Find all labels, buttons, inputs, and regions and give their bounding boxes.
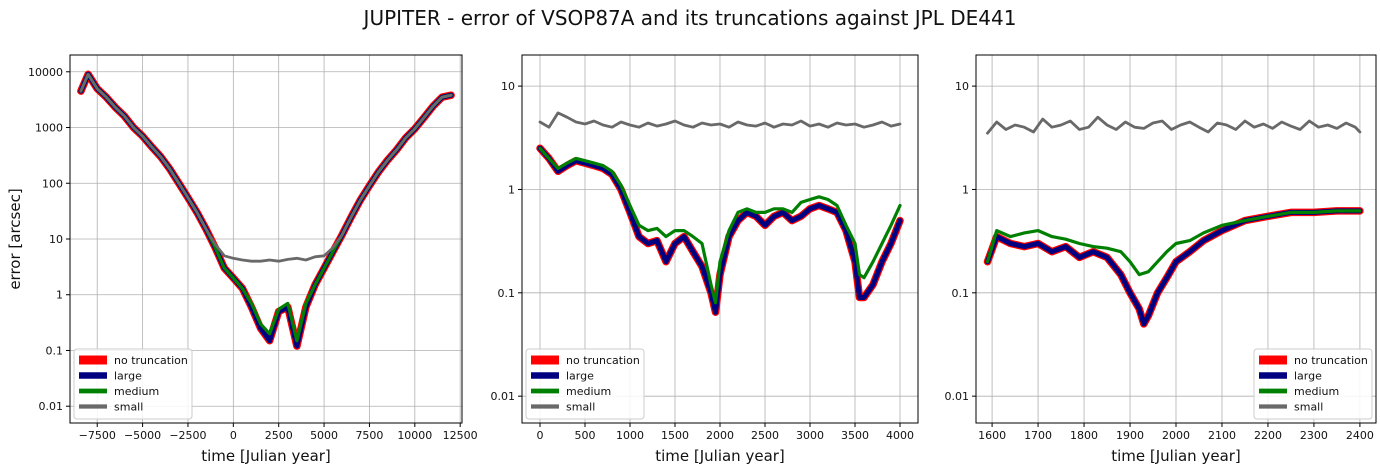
x-axis-label: time [Julian year]	[201, 447, 331, 465]
plot-area	[536, 111, 904, 316]
x-tick-label: 2500	[751, 429, 779, 442]
x-tick-label: 12500	[443, 429, 478, 442]
x-tick-label: 0	[230, 429, 237, 442]
x-tick-label: 2500	[265, 429, 293, 442]
x-tick-label: 2200	[1254, 429, 1282, 442]
legend-label: medium	[114, 385, 159, 398]
x-tick-label: 7500	[355, 429, 383, 442]
plot-area	[983, 115, 1364, 328]
legend-box	[73, 348, 193, 420]
x-tick-label: 1700	[1024, 429, 1052, 442]
legend-label: no truncation	[566, 354, 640, 367]
y-axis-label: error [arcsec]	[6, 188, 24, 289]
x-tick-label: 2300	[1300, 429, 1328, 442]
series-line-large	[78, 71, 454, 349]
figure-title: JUPITER - error of VSOP87A and its trunc…	[363, 6, 1017, 30]
legend: no truncation large medium small	[1253, 348, 1373, 420]
y-tick-label: 0.01	[491, 390, 516, 403]
y-tick-label: 0.1	[498, 287, 516, 300]
x-tick-label: −5000	[124, 429, 161, 442]
series-line-small	[538, 111, 902, 129]
series-line-medium	[79, 72, 453, 343]
x-tick-label: 1800	[1070, 429, 1098, 442]
x-tick-label: 4000	[886, 429, 914, 442]
legend-label: no truncation	[114, 354, 188, 367]
legend-label: medium	[566, 385, 611, 398]
series-line-no-truncation	[77, 70, 455, 350]
legend: no truncation large medium small	[525, 348, 645, 420]
y-tick-label: 1000	[35, 122, 63, 135]
x-tick-label: 1600	[978, 429, 1006, 442]
y-tick-label: 0.01	[945, 390, 970, 403]
x-axis-label: time [Julian year]	[655, 447, 785, 465]
y-tick-label: 100	[42, 177, 63, 190]
series-line-small	[986, 115, 1362, 135]
legend-box	[525, 348, 645, 420]
x-axis-label: time [Julian year]	[1111, 447, 1241, 465]
x-tick-label: 3500	[841, 429, 869, 442]
legend-label: small	[1294, 401, 1323, 414]
y-tick-label: 0.01	[39, 400, 64, 413]
x-tick-label: 10000	[397, 429, 432, 442]
legend-label: large	[566, 370, 594, 383]
y-tick-label: 0.1	[952, 287, 970, 300]
x-tick-label: 5000	[310, 429, 338, 442]
legend-label: large	[114, 370, 142, 383]
series-line-medium	[538, 146, 902, 305]
x-tick-label: 2000	[1162, 429, 1190, 442]
subplot-3: 1600 1700 1800 1900 2000 2100 2200 2300 2400 0.01…	[945, 54, 1377, 465]
y-tick-label: 1	[508, 183, 515, 196]
legend-label: medium	[1294, 385, 1339, 398]
y-tick-label: 10	[955, 80, 969, 93]
legend-label: small	[114, 401, 143, 414]
x-tick-label: 3000	[796, 429, 824, 442]
x-tick-label: 2100	[1208, 429, 1236, 442]
legend-label: no truncation	[1294, 354, 1368, 367]
series-line-medium	[985, 209, 1362, 277]
x-tick-label: −2500	[169, 429, 206, 442]
y-tick-label: 10	[49, 233, 63, 246]
y-tick-label: 1	[962, 183, 969, 196]
subplot-1: −7500 −5000 −2500 0 2500 5000 7500 10000 12500 0.…	[6, 54, 478, 465]
x-tick-label: 1500	[661, 429, 689, 442]
y-tick-label: 1	[56, 289, 63, 302]
x-tick-label: 1000	[616, 429, 644, 442]
y-tick-label: 10000	[28, 66, 63, 79]
x-tick-label: −7500	[79, 429, 116, 442]
x-tick-label: 500	[575, 429, 596, 442]
x-tick-label: 2000	[706, 429, 734, 442]
x-tick-label: 2400	[1346, 429, 1374, 442]
legend-box	[1253, 348, 1373, 420]
plot-area	[77, 70, 455, 350]
x-tick-label: 0	[537, 429, 544, 442]
y-tick-label: 10	[501, 80, 515, 93]
y-tick-label: 0.1	[46, 344, 64, 357]
legend-label: small	[566, 401, 595, 414]
subplot-2: 0 500 1000 1500 2000 2500 3000 3500 4000 0.01 0.1 1…	[491, 54, 919, 465]
series-line-small	[79, 72, 453, 263]
legend: no truncation large medium small	[73, 348, 193, 420]
legend-label: large	[1294, 370, 1322, 383]
series-line-large	[985, 208, 1363, 327]
x-tick-label: 1900	[1116, 429, 1144, 442]
